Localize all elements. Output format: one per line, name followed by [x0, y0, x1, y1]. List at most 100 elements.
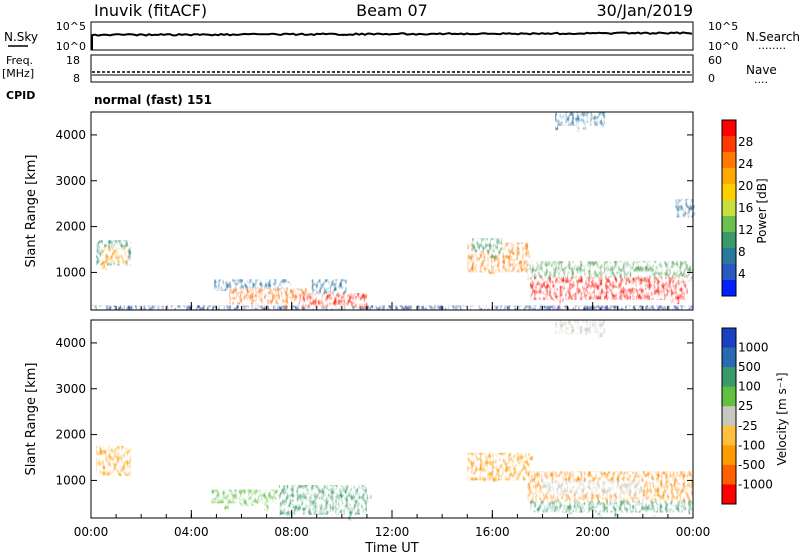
nsky-tick-top: 10^5 [56, 20, 86, 33]
scatter-cell [294, 486, 299, 491]
scatter-cell [681, 282, 688, 288]
scatter-cell [238, 301, 243, 304]
freq-unit: [MHz] [2, 67, 34, 80]
scatter-cell [339, 505, 344, 512]
scatter-cell [567, 509, 572, 515]
scatter-cell [609, 486, 613, 493]
colorbar-swatch [722, 184, 736, 201]
scatter-cell [251, 280, 258, 285]
xtick-label: 20:00 [575, 525, 610, 539]
scatter-cell [263, 503, 270, 511]
scatter-cell [260, 283, 264, 289]
scatter-cell [358, 510, 363, 514]
scatter-cell [682, 293, 687, 299]
scatter-cell [664, 273, 669, 276]
scatter-cell [584, 476, 587, 481]
colorbar-swatch [722, 248, 736, 265]
scatter-cell [246, 283, 250, 286]
scatter-cell [657, 296, 662, 299]
scatter-cell [585, 112, 590, 120]
scatter-cell [113, 467, 119, 471]
scatter-cell [597, 329, 603, 338]
scatter-cell [688, 206, 692, 212]
scatter-cell [247, 284, 254, 290]
scatter-cell [589, 116, 594, 121]
nsky-tick-bottom: 10^0 [56, 40, 86, 53]
velocity-data [96, 320, 693, 521]
scatter-cell [264, 495, 269, 498]
scatter-cell [342, 497, 348, 501]
scatter-cell [574, 476, 579, 482]
scatter-cell [115, 249, 122, 255]
scatter-region [555, 112, 608, 132]
nsearch-label: N.Search [746, 30, 800, 44]
colorbar-tick-label: 20 [738, 179, 753, 193]
ytick-label: 3000 [55, 382, 86, 396]
colorbar-swatch [722, 216, 736, 233]
scatter-cell [111, 251, 115, 258]
scatter-cell [651, 512, 656, 517]
scatter-cell [280, 492, 286, 495]
scatter-cell [672, 269, 677, 274]
scatter-cell [483, 242, 486, 250]
beam-title: Beam 07 [356, 1, 428, 20]
colorbar-swatch [722, 200, 736, 217]
scatter-cell [658, 277, 663, 282]
scatter-cell [571, 113, 576, 120]
scatter-cell [629, 503, 634, 510]
scatter-cell [101, 263, 108, 270]
scatter-cell [242, 498, 247, 505]
scatter-cell [567, 269, 573, 276]
scatter-cell [570, 322, 574, 326]
nave-tick-top: 60 [708, 54, 722, 67]
scatter-cell [555, 112, 606, 126]
scatter-cell [488, 268, 495, 274]
scatter-cell [286, 513, 291, 519]
scatter-cell [333, 295, 339, 299]
scatter-cell [570, 285, 573, 289]
scatter-cell [591, 488, 595, 494]
scatter-cell [529, 501, 693, 513]
scatter-cell [560, 297, 564, 302]
scatter-region [228, 288, 311, 309]
scatter-cell [688, 203, 693, 207]
scatter-region [472, 238, 503, 258]
colorbar-swatch [722, 120, 736, 137]
scatter-cell [488, 453, 491, 456]
scatter-cell [675, 297, 680, 305]
nsearch-marker: ........ [758, 39, 786, 52]
scatter-cell [621, 502, 625, 508]
scatter-cell [689, 212, 696, 217]
scatter-cell [119, 449, 125, 453]
scatter-cell [363, 503, 366, 506]
scatter-cell [603, 296, 609, 300]
scatter-cell [562, 477, 569, 480]
colorbar-tick-label: -500 [738, 458, 765, 472]
scatter-cell [284, 282, 291, 291]
scatter-cell [492, 475, 497, 482]
scatter-cell [273, 298, 276, 304]
scatter-cell [653, 262, 659, 269]
colorbar-swatch [722, 280, 736, 297]
scatter-cell [564, 291, 570, 297]
scatter-cell [568, 330, 573, 335]
scatter-cell [674, 492, 679, 498]
scatter-cell [620, 473, 626, 476]
scatter-cell [96, 253, 101, 258]
scatter-cell [345, 306, 352, 310]
scatter-cell [491, 257, 495, 262]
freq-label: Freq. [6, 54, 33, 67]
colorbar-swatch [722, 464, 736, 485]
velocity-panel: 4000 3000 2000 1000 Slant Range [km] 1000 50… [24, 302, 789, 554]
velocity-colorbar-label: Velocity [m s⁻¹] [775, 372, 789, 465]
scatter-cell [116, 259, 122, 264]
scatter-cell [515, 476, 518, 480]
scatter-cell [551, 270, 557, 278]
cpid-label: CPID [6, 89, 35, 102]
scatter-cell [582, 123, 587, 130]
scatter-cell [228, 288, 307, 305]
nsearch-tick-top: 10^5 [708, 20, 738, 33]
scatter-cell [549, 278, 553, 286]
scatter-cell [496, 465, 500, 471]
scatter-region [299, 293, 368, 310]
